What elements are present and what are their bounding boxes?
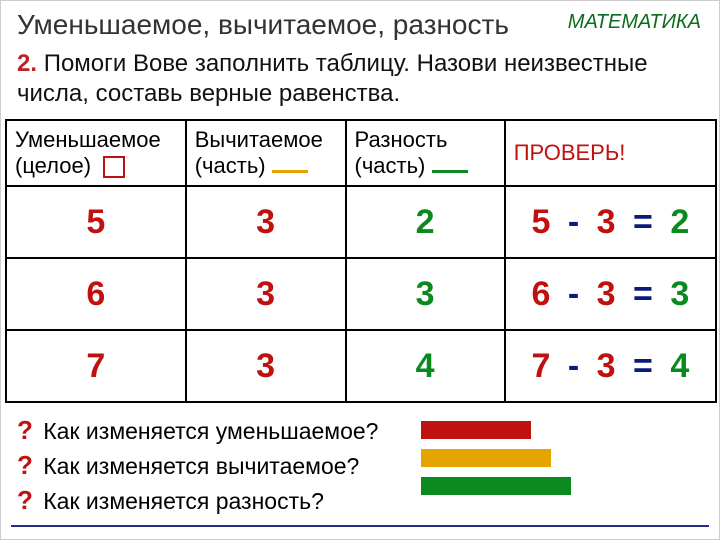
cell-equation: 7 - 3 = 4 xyxy=(505,330,716,402)
header-minuend: Уменьшаемое (целое) xyxy=(6,120,186,186)
color-bars xyxy=(421,411,571,505)
question-mark-icon: ? xyxy=(17,450,33,480)
subtraction-table: Уменьшаемое (целое) Вычитаемое (часть) Р… xyxy=(5,119,717,403)
question-3: ? Как изменяется разность? xyxy=(17,483,703,518)
table-row: 5 3 2 5 - 3 = 2 xyxy=(6,186,716,258)
cell-minuend: 7 xyxy=(6,330,186,402)
header-check: ПРОВЕРЬ! xyxy=(505,120,716,186)
underline-green xyxy=(432,170,468,173)
question-mark-icon: ? xyxy=(17,415,33,445)
question-2: ? Как изменяется вычитаемое? xyxy=(17,448,703,483)
cell-difference: 2 xyxy=(346,186,505,258)
table-row: 7 3 4 7 - 3 = 4 xyxy=(6,330,716,402)
question-1: ? Как изменяется уменьшаемое? xyxy=(17,413,703,448)
underline-yellow xyxy=(272,170,308,173)
cell-equation: 6 - 3 = 3 xyxy=(505,258,716,330)
task-text: 2. Помоги Вове заполнить таблицу. Назови… xyxy=(1,45,719,119)
cell-minuend: 5 xyxy=(6,186,186,258)
bar-red xyxy=(421,421,531,439)
square-icon xyxy=(103,156,125,178)
subject-label: МАТЕМАТИКА xyxy=(568,11,701,34)
header-subtrahend: Вычитаемое (часть) xyxy=(186,120,346,186)
cell-difference: 3 xyxy=(346,258,505,330)
cell-subtrahend: 3 xyxy=(186,258,346,330)
footer-divider xyxy=(11,525,709,527)
cell-difference: 4 xyxy=(346,330,505,402)
task-body: Помоги Вове заполнить таблицу. Назови не… xyxy=(17,50,648,107)
cell-subtrahend: 3 xyxy=(186,330,346,402)
bar-green xyxy=(421,477,571,495)
cell-subtrahend: 3 xyxy=(186,186,346,258)
cell-minuend: 6 xyxy=(6,258,186,330)
header-difference: Разность (часть) xyxy=(346,120,505,186)
task-number: 2. xyxy=(17,50,37,77)
question-mark-icon: ? xyxy=(17,485,33,515)
cell-equation: 5 - 3 = 2 xyxy=(505,186,716,258)
questions-block: ? Как изменяется уменьшаемое? ? Как изме… xyxy=(1,403,719,518)
table-row: 6 3 3 6 - 3 = 3 xyxy=(6,258,716,330)
bar-yellow xyxy=(421,449,551,467)
